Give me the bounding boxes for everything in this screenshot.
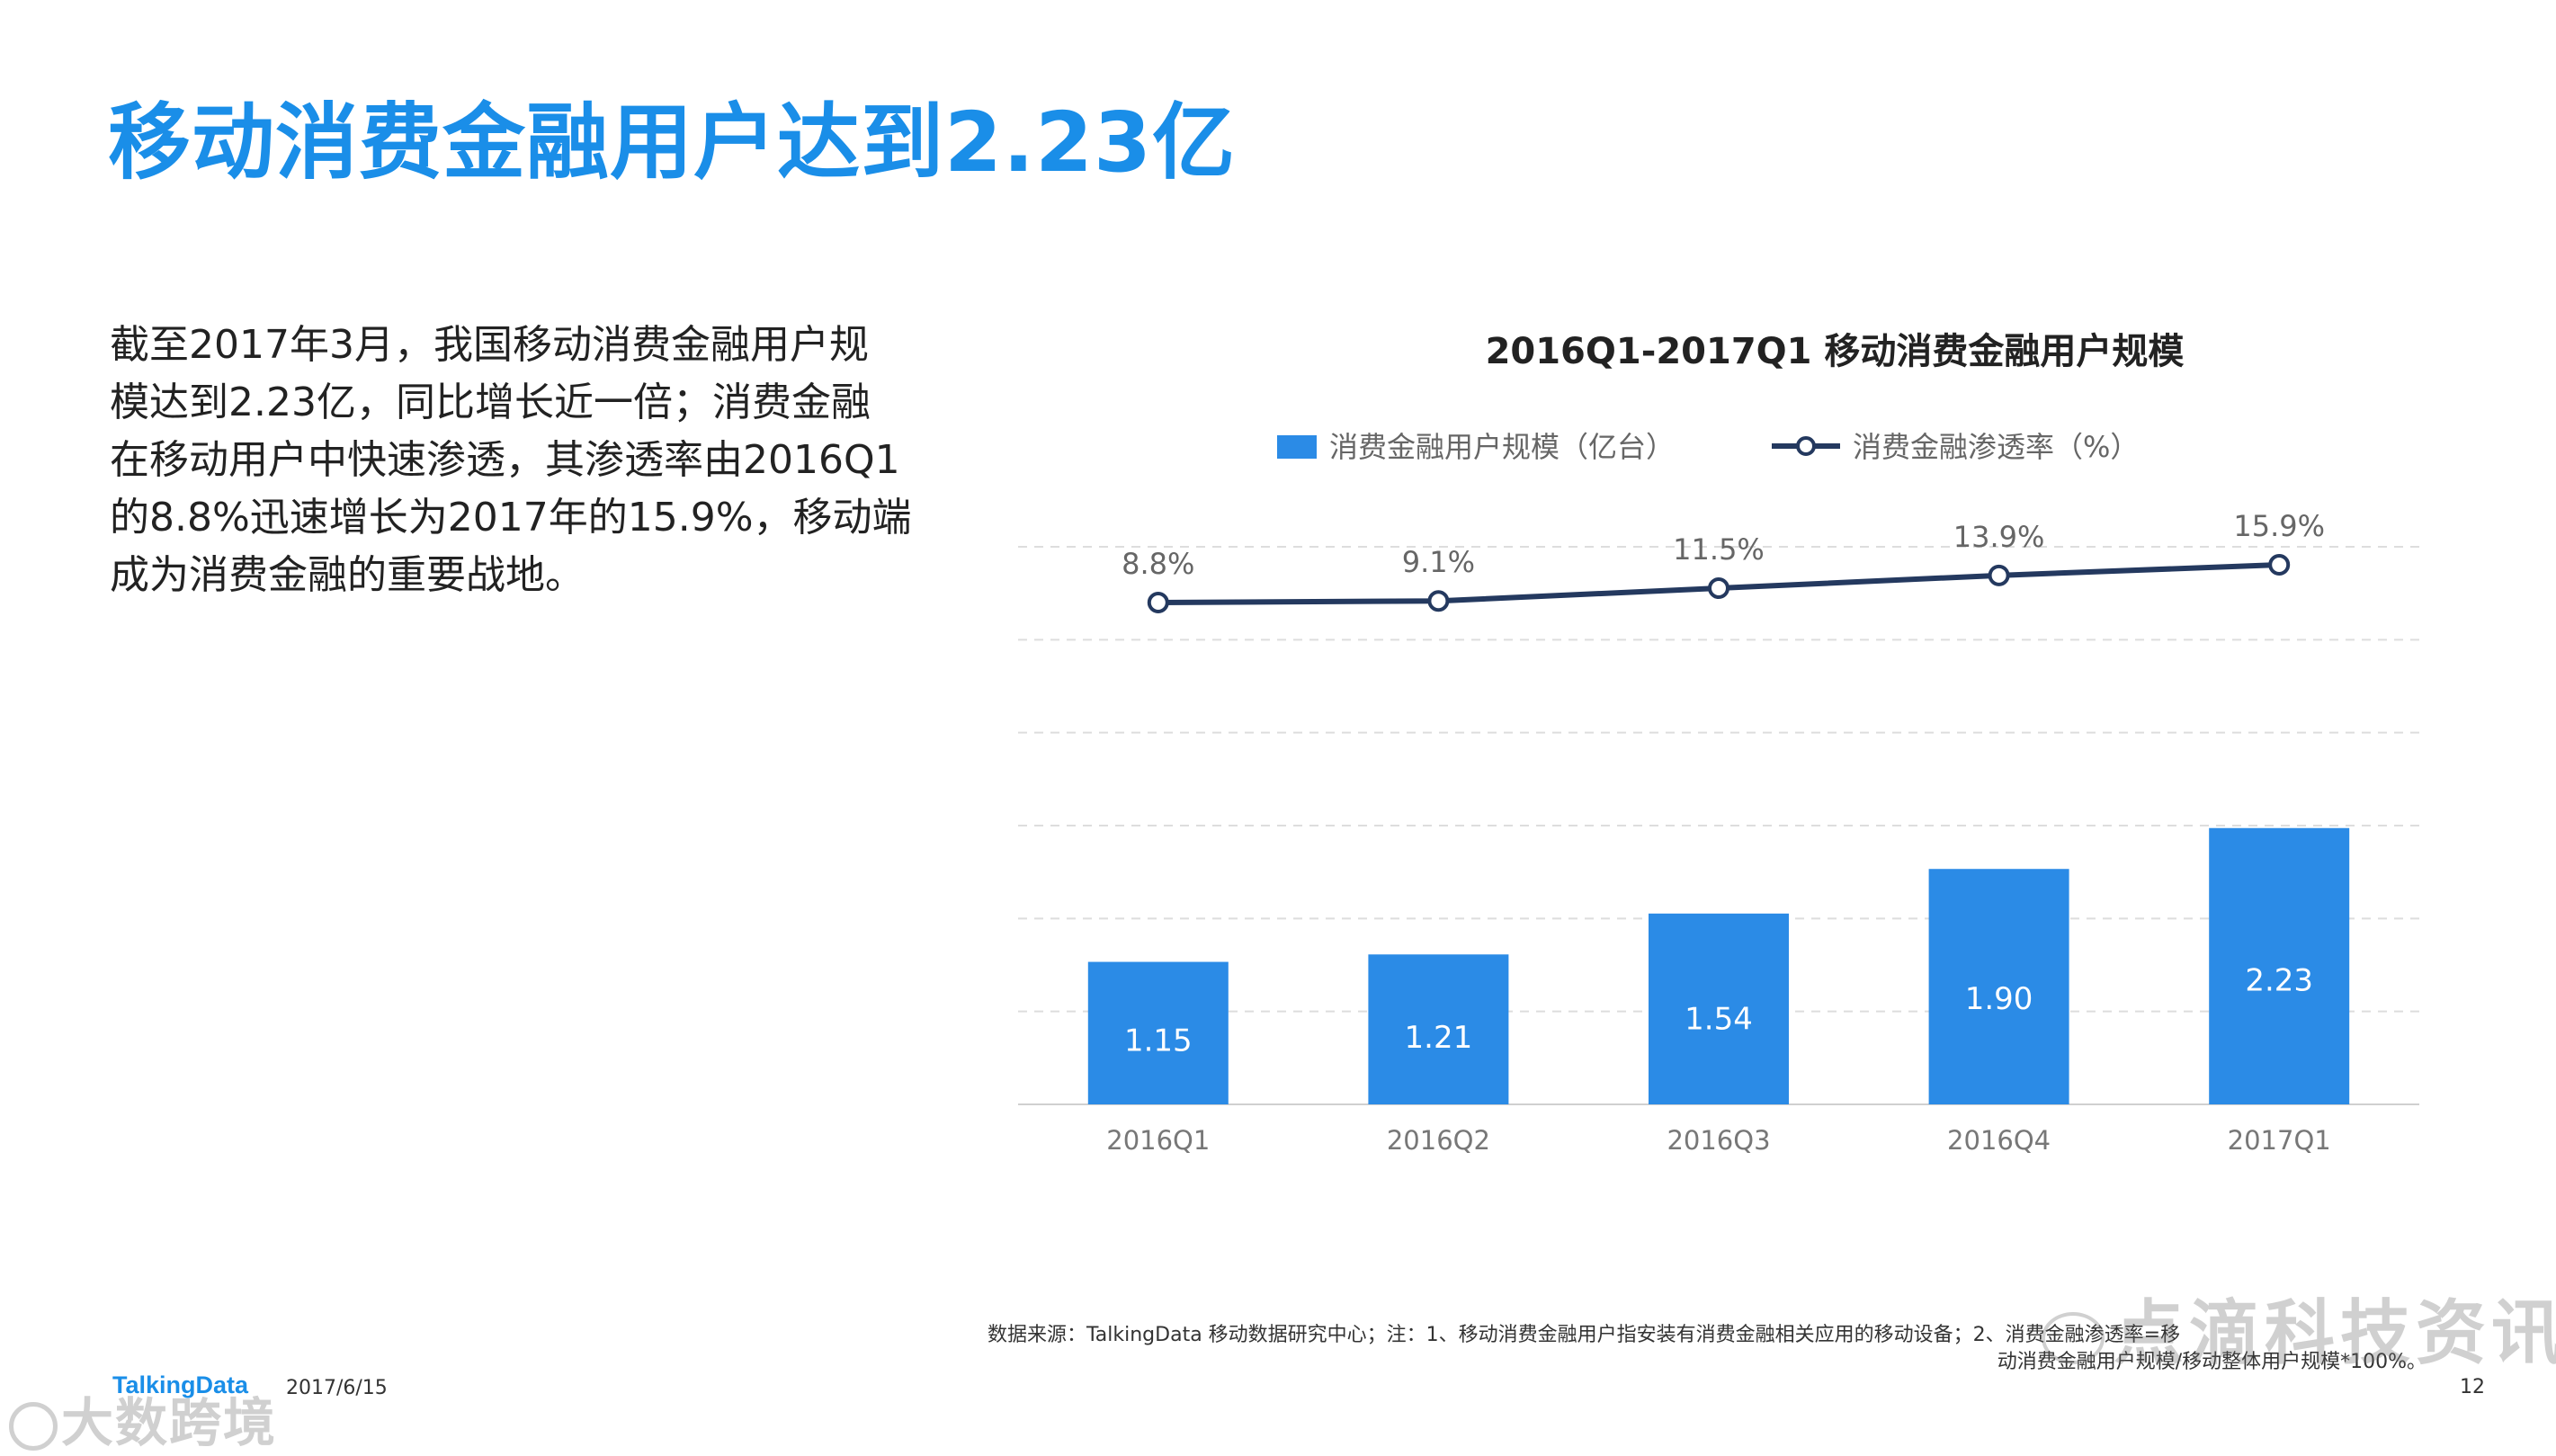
- x-tick-label: 2016Q2: [1387, 1125, 1490, 1156]
- summary-line: 成为消费金融的重要战地。: [110, 552, 585, 598]
- summary-line: 的8.8%迅速增长为2017年的15.9%，移动端: [110, 495, 912, 540]
- summary-line: 在移动用户中快速渗透，其渗透率由2016Q1: [110, 437, 900, 483]
- bar-labels: 1.15 1.21 1.54 1.90 2.23: [1124, 963, 2313, 1059]
- source-line-1: 数据来源：TalkingData 移动数据研究中心；注：1、移动消费金融用户指安…: [988, 1324, 2181, 1346]
- bar-value-label: 1.90: [1965, 981, 2033, 1017]
- summary-text: 截至2017年3月，我国移动消费金融用户规 模达到2.23亿，同比增长近一倍；消…: [110, 317, 912, 604]
- x-tick-label: 2016Q1: [1106, 1125, 1210, 1156]
- x-tick-label: 2017Q1: [2228, 1125, 2331, 1156]
- bar: [1649, 913, 1789, 1104]
- legend-line-label: 消费金融渗透率（%）: [1853, 430, 2139, 464]
- watermark-left: 大数跨境: [9, 1380, 277, 1456]
- legend-bar-label: 消费金融用户规模（亿台）: [1329, 430, 1675, 464]
- wechat-icon: [2042, 1311, 2105, 1364]
- bar-value-label: 2.23: [2245, 963, 2313, 999]
- bar: [2209, 827, 2350, 1104]
- bar-value-label: 1.21: [1405, 1020, 1473, 1056]
- line-point: [1988, 564, 2010, 586]
- summary-line: 模达到2.23亿，同比增长近一倍；消费金融: [110, 380, 871, 425]
- watermark-right: 点滴科技资讯: [2042, 1277, 2556, 1378]
- watermark-left-text: 大数跨境: [61, 1392, 278, 1453]
- bar-value-label: 1.54: [1685, 1002, 1753, 1038]
- x-tick-label: 2016Q3: [1667, 1125, 1770, 1156]
- page-number: 12: [2460, 1376, 2485, 1398]
- chart-title: 2016Q1-2017Q1 移动消费金融用户规模: [1486, 331, 2185, 372]
- penetration-line: 8.8% 9.1% 11.5% 13.9% 15.9%: [1122, 509, 2325, 613]
- bars: [1087, 827, 2350, 1104]
- bar-value-label: 1.15: [1124, 1023, 1193, 1059]
- bar: [1087, 961, 1229, 1104]
- legend-bar-swatch: [1277, 435, 1317, 459]
- line-value-label: 15.9%: [2233, 509, 2325, 543]
- bar: [1368, 954, 1509, 1104]
- legend-line-marker: [1796, 436, 1816, 456]
- summary-line: 截至2017年3月，我国移动消费金融用户规: [110, 322, 869, 368]
- line-value-label: 13.9%: [1953, 520, 2045, 554]
- watermark-right-text: 点滴科技资讯: [2114, 1293, 2556, 1374]
- line-point: [1427, 590, 1450, 612]
- x-tick-label: 2016Q4: [1947, 1125, 2051, 1156]
- brand-logo: TalkingData: [112, 1371, 249, 1398]
- line-point: [2268, 554, 2291, 576]
- legend: 消费金融用户规模（亿台） 消费金融渗透率（%）: [1277, 430, 2139, 464]
- page-title: 移动消费金融用户达到2.23亿: [108, 94, 1236, 191]
- bar: [1928, 869, 2069, 1104]
- line-value-label: 9.1%: [1402, 545, 1475, 579]
- combo-chart: 2016Q1-2017Q1 移动消费金融用户规模 消费金融用户规模（亿台） 消费…: [1018, 331, 2419, 1156]
- line-point: [1708, 577, 1729, 600]
- x-axis-ticks: 2016Q1 2016Q2 2016Q3 2016Q4 2017Q1: [1106, 1125, 2330, 1156]
- line-value-label: 8.8%: [1122, 547, 1194, 581]
- line-point: [1147, 592, 1169, 613]
- date-label: 2017/6/15: [286, 1377, 388, 1399]
- watermark-ring-icon: [9, 1401, 58, 1451]
- line-value-label: 11.5%: [1673, 532, 1765, 567]
